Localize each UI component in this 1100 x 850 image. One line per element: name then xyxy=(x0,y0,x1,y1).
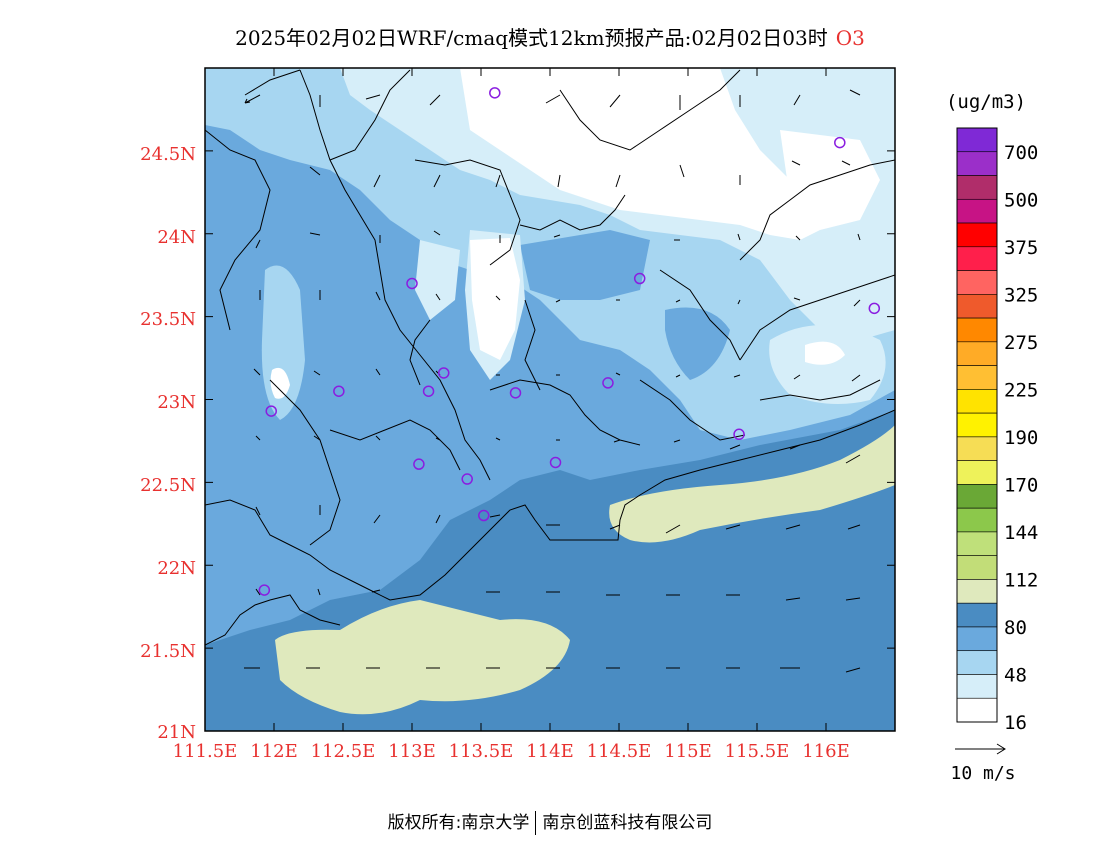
station-marker xyxy=(258,584,271,596)
legend-swatch xyxy=(956,317,998,343)
concentration-field xyxy=(205,68,895,731)
legend-swatch xyxy=(956,341,998,366)
legend-level-label: 375 xyxy=(1004,237,1038,259)
legend-swatch xyxy=(956,460,998,485)
legend-frame xyxy=(956,127,998,723)
legend-swatch xyxy=(956,697,998,723)
legend-level-label: 190 xyxy=(1004,427,1038,449)
lon-label-111.5: 111.5E xyxy=(173,741,238,762)
legend-swatch xyxy=(956,484,998,509)
station-marker xyxy=(489,87,501,99)
legend-swatch xyxy=(956,127,998,153)
copyright-separator xyxy=(535,811,537,835)
copyright-owner-label: 版权所有: xyxy=(387,813,462,833)
legend-swatch xyxy=(956,412,998,438)
legend-swatch xyxy=(956,294,998,319)
legend-swatch xyxy=(956,222,998,248)
station-markers xyxy=(258,87,881,596)
legend-swatch xyxy=(956,531,998,556)
legend-swatch xyxy=(956,507,998,533)
legend-swatch xyxy=(956,602,998,628)
lon-label-114.5: 114.5E xyxy=(587,741,652,762)
lon-label-113: 113E xyxy=(388,741,436,762)
longitude-ticks xyxy=(273,68,827,731)
legend-level-label: 80 xyxy=(1004,617,1027,639)
lon-label-113.5: 113.5E xyxy=(449,741,514,762)
station-marker xyxy=(333,385,345,397)
legend-swatch xyxy=(956,650,998,675)
lat-label-24.5: 24.5N xyxy=(140,144,196,165)
legend-swatch xyxy=(956,626,998,652)
legend-swatch xyxy=(956,436,998,461)
title-pollutant: O3 xyxy=(835,26,865,50)
lat-label-22.5: 22.5N xyxy=(140,475,196,496)
lat-label-23.5: 23.5N xyxy=(140,309,196,330)
legend-swatch xyxy=(956,579,998,604)
legend-swatch xyxy=(956,175,998,200)
title-main: 2025年02月02日WRF/cmaq模式12km预报产品:02月02日03时 xyxy=(235,26,828,50)
station-marker xyxy=(461,473,473,485)
station-marker xyxy=(265,405,277,417)
legend-swatch xyxy=(956,270,998,295)
legend-swatch xyxy=(956,151,998,176)
legend-level-label: 48 xyxy=(1004,664,1027,686)
legend-unit: (ug/m3) xyxy=(946,91,1026,113)
station-marker xyxy=(406,277,418,290)
station-marker xyxy=(437,367,450,379)
lon-label-115: 115E xyxy=(664,741,712,762)
station-marker xyxy=(733,428,745,441)
station-marker xyxy=(413,458,425,470)
station-marker xyxy=(633,272,646,285)
legend-swatch xyxy=(956,555,998,580)
wind-scale-reference: 10 m/s xyxy=(950,743,1016,784)
legend-level-labels: 700 500 375 325 275 225 190 170 144 112 80 48 16 xyxy=(1004,142,1038,734)
boundary-lines xyxy=(205,69,895,646)
legend-swatch xyxy=(956,246,998,271)
lat-label-23: 23N xyxy=(157,392,196,413)
wind-scale-label: 10 m/s xyxy=(950,763,1015,784)
station-marker xyxy=(868,302,881,315)
legend-swatch xyxy=(956,198,998,224)
legend-swatch xyxy=(956,674,998,699)
lat-label-22: 22N xyxy=(157,558,196,579)
lon-label-115.5: 115.5E xyxy=(725,741,790,762)
lon-label-116: 116E xyxy=(802,741,850,762)
lon-label-114: 114E xyxy=(526,741,574,762)
legend-level-label: 275 xyxy=(1004,332,1038,354)
lat-label-21: 21N xyxy=(157,722,196,743)
legend-swatch xyxy=(956,389,998,414)
legend-level-label: 16 xyxy=(1004,712,1027,734)
copyright-org1: 南京大学 xyxy=(461,813,530,833)
legend-level-label: 500 xyxy=(1004,189,1038,211)
legend-colorbar xyxy=(956,127,998,723)
legend-level-label: 225 xyxy=(1004,379,1038,401)
station-marker xyxy=(602,377,614,389)
station-marker xyxy=(509,387,522,399)
legend-level-label: 144 xyxy=(1004,522,1038,544)
station-marker xyxy=(422,385,435,397)
legend-level-label: 112 xyxy=(1004,569,1038,591)
station-marker xyxy=(549,456,562,469)
legend-level-label: 170 xyxy=(1004,474,1038,496)
legend-level-label: 700 xyxy=(1004,142,1038,164)
lon-label-112: 112E xyxy=(250,741,298,762)
lon-label-112.5: 112.5E xyxy=(311,741,376,762)
legend-swatch xyxy=(956,365,998,390)
chart-title: 2025年02月02日WRF/cmaq模式12km预报产品:02月02日03时 O… xyxy=(0,22,1100,51)
latitude-ticks xyxy=(205,150,895,649)
copyright-footer: 版权所有:南京大学 南京创蓝科技有限公司 xyxy=(0,808,1100,835)
station-marker xyxy=(834,136,846,149)
copyright-org2: 南京创蓝科技有限公司 xyxy=(542,813,713,833)
lat-label-21.5: 21.5N xyxy=(140,641,196,662)
station-marker xyxy=(478,509,490,522)
lat-label-24: 24N xyxy=(157,227,196,248)
legend-level-label: 325 xyxy=(1004,284,1038,306)
